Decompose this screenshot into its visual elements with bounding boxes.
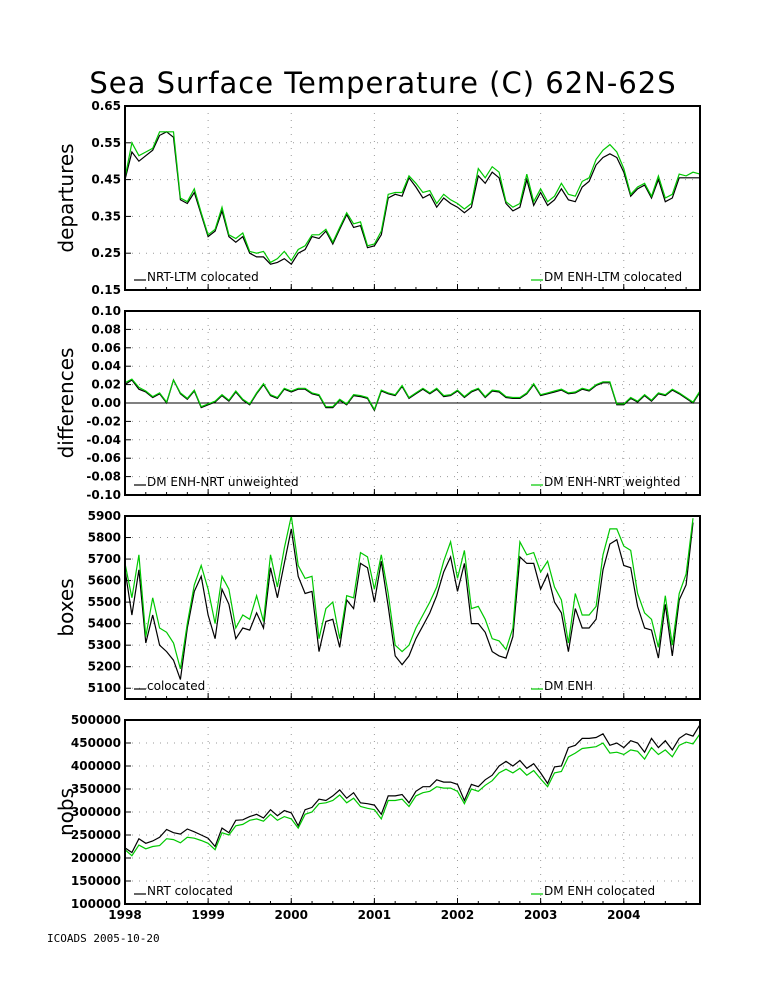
ytick-label: -0.10 (86, 488, 121, 502)
ytick-label: -0.08 (86, 470, 121, 484)
ytick-label: 5600 (88, 574, 121, 588)
ytick-label: 0.25 (91, 246, 121, 260)
ytick-label: 5400 (88, 617, 121, 631)
ytick-label: 300000 (71, 805, 121, 819)
legend-label-right: DM ENH-LTM colocated (544, 270, 682, 284)
y-axis-label: differences (54, 348, 78, 459)
y-axis-label: nobs (54, 788, 78, 836)
xtick-label: 2003 (524, 908, 557, 922)
ytick-label: 5700 (88, 552, 121, 566)
legend-label-left: NRT-LTM colocated (147, 270, 259, 284)
series-line-green (124, 515, 694, 670)
y-axis-label: boxes (54, 578, 78, 636)
series-line-black (124, 131, 701, 266)
legend-label-right: DM ENH colocated (544, 884, 655, 898)
ytick-label: -0.04 (86, 433, 121, 447)
ytick-label: 5300 (88, 638, 121, 652)
ytick-label: 5500 (88, 595, 121, 609)
legend-label-left: DM ENH-NRT unweighted (147, 475, 299, 489)
ytick-label: 0.08 (91, 322, 121, 336)
ytick-label: 0.55 (91, 136, 121, 150)
series-line-black (124, 722, 701, 854)
ytick-label: 5900 (88, 509, 121, 523)
ytick-label: 5200 (88, 660, 121, 674)
legend-label-left: NRT colocated (147, 884, 233, 898)
ytick-label: 0.15 (91, 283, 121, 297)
xtick-label: 2000 (275, 908, 308, 922)
series-line-green (124, 730, 701, 857)
ytick-label: 500000 (71, 713, 121, 727)
series-line-green (124, 131, 701, 264)
footer-label: ICOADS 2005-10-20 (47, 932, 160, 945)
legend-label-right: DM ENH (544, 679, 593, 693)
ytick-label: 5100 (88, 681, 121, 695)
ytick-label: 0.02 (91, 378, 121, 392)
ytick-label: 200000 (71, 851, 121, 865)
series-line-black (124, 522, 694, 680)
ytick-label: 0.00 (91, 396, 121, 410)
ytick-label: 0.45 (91, 173, 121, 187)
ytick-label: 5800 (88, 531, 121, 545)
series-line-green (124, 378, 701, 411)
xtick-label: 2004 (607, 908, 640, 922)
ytick-label: 0.04 (91, 359, 121, 373)
ytick-label: -0.02 (86, 414, 121, 428)
panel-frame (124, 105, 701, 291)
legend-label-right: DM ENH-NRT weighted (544, 475, 680, 489)
xtick-label: 2001 (358, 908, 391, 922)
ytick-label: 400000 (71, 759, 121, 773)
xtick-label: 1999 (191, 908, 224, 922)
ytick-label: 0.10 (91, 304, 121, 318)
xtick-label: 1998 (108, 908, 141, 922)
y-axis-label: departures (54, 143, 78, 252)
ytick-label: 100000 (71, 897, 121, 911)
ytick-label: 0.35 (91, 209, 121, 223)
panel-frame (124, 310, 701, 496)
panel-frame (124, 719, 701, 905)
legend-label-left: colocated (147, 679, 205, 693)
chart-title: Sea Surface Temperature (C) 62N-62S (89, 66, 677, 100)
ytick-label: 450000 (71, 736, 121, 750)
ytick-label: 150000 (71, 874, 121, 888)
ytick-label: 250000 (71, 828, 121, 842)
ytick-label: 0.65 (91, 99, 121, 113)
ytick-label: 350000 (71, 782, 121, 796)
ytick-label: 0.06 (91, 341, 121, 355)
xtick-label: 2002 (441, 908, 474, 922)
panel-frame (124, 515, 701, 700)
ytick-label: -0.06 (86, 451, 121, 465)
